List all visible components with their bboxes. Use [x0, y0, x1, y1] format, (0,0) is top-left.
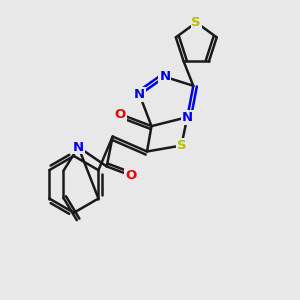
- Text: N: N: [134, 88, 145, 101]
- Text: N: N: [73, 140, 84, 154]
- Text: S: S: [176, 139, 186, 152]
- Text: N: N: [182, 111, 193, 124]
- Text: N: N: [159, 70, 170, 83]
- Text: S: S: [191, 16, 201, 29]
- Text: O: O: [125, 169, 136, 182]
- Text: O: O: [115, 108, 126, 121]
